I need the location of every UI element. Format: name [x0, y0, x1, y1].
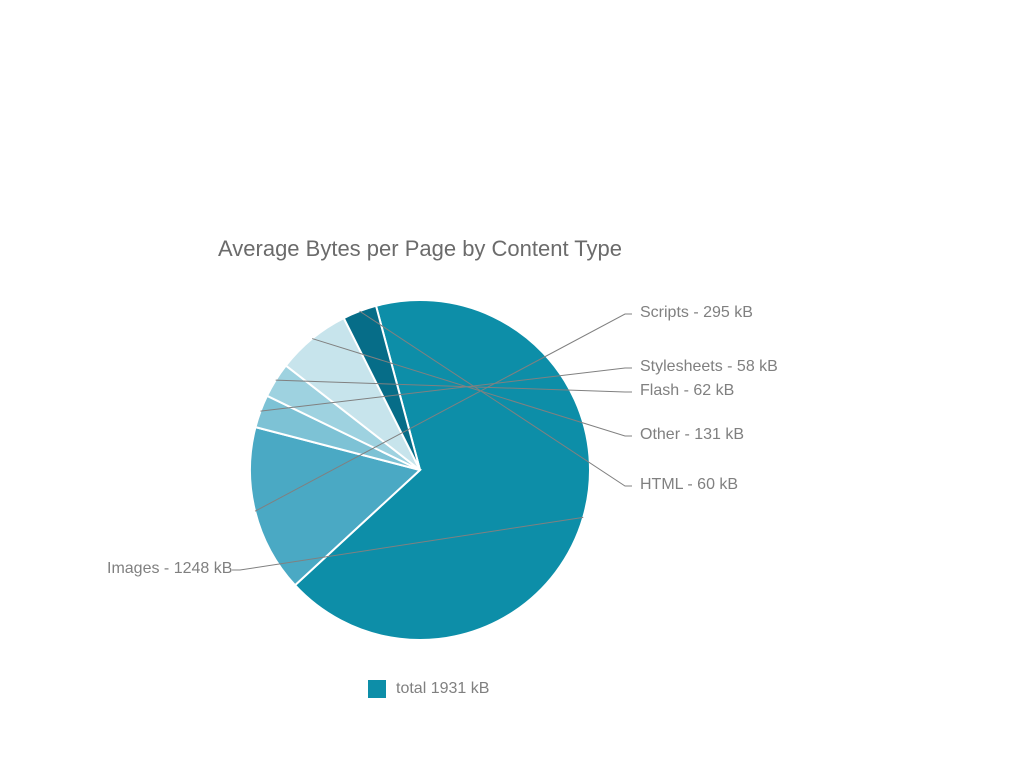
label-html: HTML - 60 kB [640, 476, 738, 494]
label-scripts: Scripts - 295 kB [640, 304, 753, 322]
pie-chart-svg [0, 0, 1024, 768]
pie-chart-container: Average Bytes per Page by Content Type S… [0, 0, 1024, 768]
legend-text: total 1931 kB [396, 680, 489, 698]
legend-swatch [368, 680, 386, 698]
label-stylesheets: Stylesheets - 58 kB [640, 358, 778, 376]
label-images: Images - 1248 kB [107, 560, 232, 578]
label-flash: Flash - 62 kB [640, 382, 734, 400]
label-other: Other - 131 kB [640, 426, 744, 444]
chart-legend: total 1931 kB [368, 680, 489, 698]
